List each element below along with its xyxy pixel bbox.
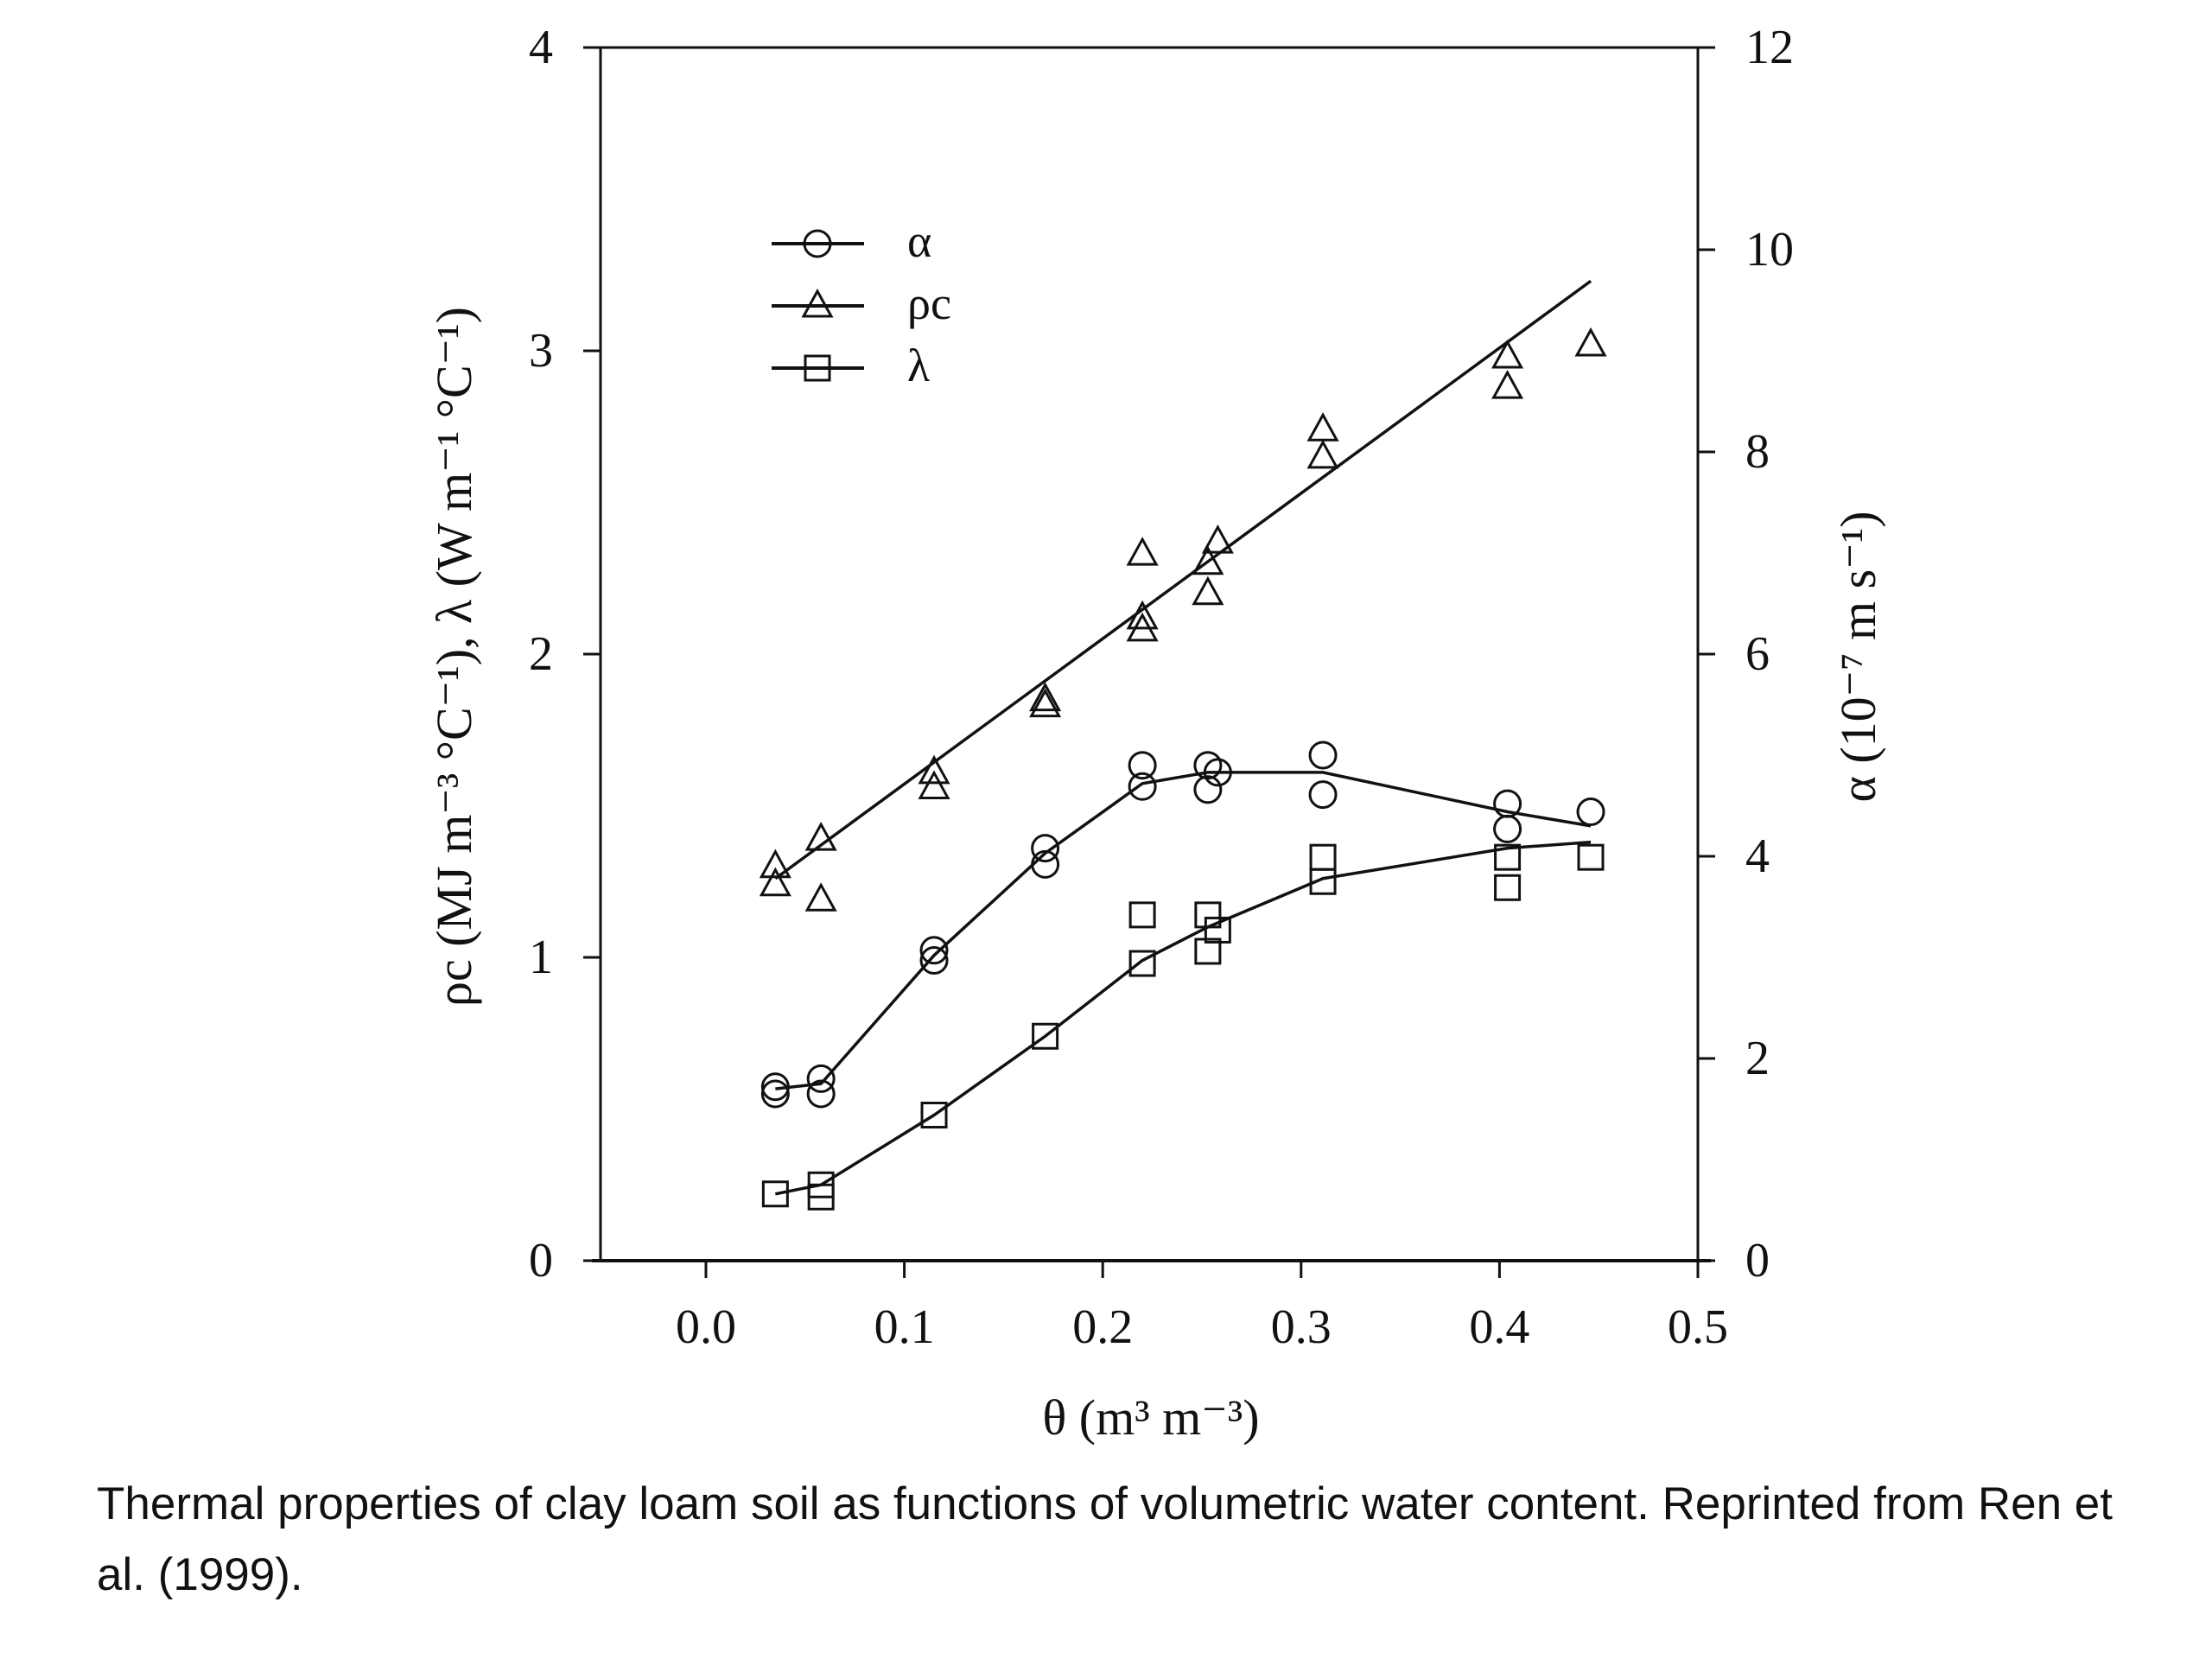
circle-marker	[1193, 751, 1223, 780]
square-marker	[1309, 843, 1337, 871]
figure-caption: Thermal properties of clay loam soil as …	[97, 1478, 2113, 1600]
y-left-tick-label: 0	[529, 1234, 553, 1287]
triangle-marker	[1126, 612, 1159, 642]
triangle-marker	[1126, 537, 1159, 566]
series-line-triangle	[774, 279, 1592, 880]
y-right-tick-label: 2	[1745, 1032, 1770, 1085]
square-marker	[1577, 843, 1605, 871]
triangle-marker	[804, 882, 837, 912]
circle-marker	[919, 936, 949, 965]
series-line-square	[775, 840, 1592, 1196]
x-tick-label: 0.5	[1668, 1300, 1728, 1354]
circle-marker	[1128, 751, 1157, 780]
circle-marker	[1308, 780, 1338, 810]
triangle-marker	[1126, 600, 1159, 630]
circle-marker	[919, 946, 949, 976]
circle-marker	[1493, 814, 1522, 843]
triangle-marker	[1306, 412, 1339, 442]
square-marker	[1128, 901, 1156, 929]
triangle-marker	[759, 867, 791, 897]
legend-label: λ	[907, 340, 930, 391]
square-marker	[1032, 1022, 1059, 1050]
x-tick-label: 0.4	[1469, 1300, 1529, 1354]
triangle-marker	[1491, 339, 1524, 369]
circle-marker	[1031, 834, 1060, 863]
x-tick-label: 0.0	[676, 1300, 736, 1354]
y-left-tick-label: 3	[529, 324, 553, 378]
data-markers	[759, 327, 1607, 1211]
triangle-marker	[801, 288, 834, 318]
square-marker	[1194, 938, 1222, 965]
triangle-marker	[1491, 370, 1524, 399]
circle-marker	[1193, 775, 1223, 804]
x-tick-label: 0.3	[1271, 1300, 1332, 1354]
square-marker	[804, 354, 831, 382]
y-right-tick-label: 4	[1745, 830, 1770, 883]
circle-marker	[806, 1079, 836, 1109]
y-right-tick-label: 10	[1745, 223, 1794, 276]
square-marker	[761, 1180, 789, 1208]
triangle-marker	[918, 770, 950, 799]
circle-marker	[760, 1072, 790, 1102]
y-right-tick-label: 6	[1745, 627, 1770, 681]
series-lines	[774, 279, 1592, 1196]
triangle-marker	[1306, 439, 1339, 469]
triangle-marker	[1574, 327, 1607, 357]
series-line-circle	[775, 771, 1592, 1090]
triangle-marker	[1029, 682, 1062, 712]
y-right-tick-label: 12	[1745, 21, 1794, 74]
circle-marker	[1576, 798, 1605, 827]
square-marker	[807, 1183, 835, 1211]
legend: α ρc λ	[772, 215, 951, 391]
square-marker	[1309, 868, 1337, 895]
triangle-marker	[804, 822, 837, 851]
y-left-tick-label: 1	[529, 931, 553, 984]
triangle-marker	[1201, 524, 1234, 554]
y-left-tick-label: 4	[529, 21, 553, 74]
circle-marker	[806, 1064, 836, 1093]
square-marker	[1128, 950, 1156, 977]
x-tick-label: 0.1	[874, 1300, 935, 1354]
circle-marker	[1203, 758, 1232, 787]
legend-label: α	[907, 215, 931, 267]
x-axis-title: θ (m³ m⁻³)	[1042, 1389, 1259, 1446]
triangle-marker	[1192, 545, 1224, 575]
triangle-marker	[759, 849, 791, 879]
triangle-marker	[1192, 575, 1224, 606]
y-left-tick-label: 2	[529, 627, 553, 681]
circle-marker	[1308, 741, 1338, 770]
y-right-tick-label: 8	[1745, 425, 1770, 479]
triangle-marker	[918, 754, 950, 785]
square-marker	[1494, 843, 1522, 871]
x-tick-label: 0.2	[1072, 1300, 1133, 1354]
legend-label: ρc	[907, 277, 951, 329]
y-right-tick-label: 0	[1745, 1234, 1770, 1287]
triangle-marker	[1029, 688, 1062, 718]
square-marker	[1204, 916, 1231, 944]
square-marker	[920, 1102, 948, 1129]
circle-marker	[1031, 849, 1060, 879]
square-marker	[1494, 874, 1522, 901]
y-axis-right-title: α (10⁻⁷ m s⁻¹)	[1830, 511, 1886, 802]
circle-marker	[803, 229, 832, 258]
square-marker	[1194, 901, 1222, 929]
circle-marker	[760, 1079, 790, 1109]
y-axis-left-title: ρc (MJ m⁻³ °C⁻¹), λ (W m⁻¹ °C⁻¹)	[426, 307, 482, 1007]
circle-marker	[1128, 772, 1157, 801]
